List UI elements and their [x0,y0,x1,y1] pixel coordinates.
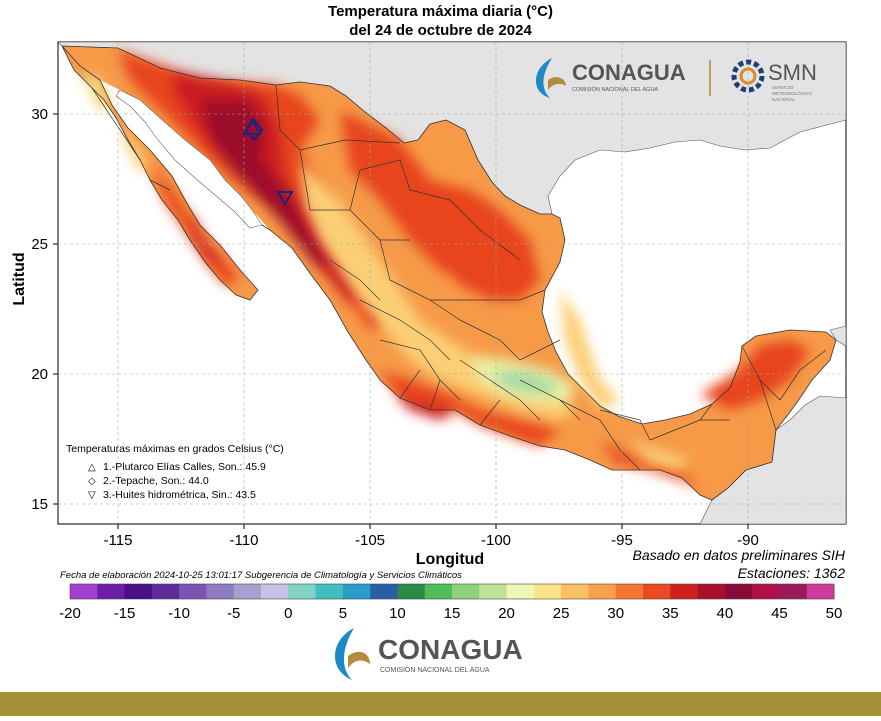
smn-subtitle-2: METEOROLÓGICO [772,90,813,96]
legend-symbol-1: △ [88,462,96,473]
x-tick-label: -95 [611,532,633,549]
legend-symbol-3: ▽ [88,490,96,501]
station-markers [242,117,294,206]
footer-line [0,716,881,721]
y-tick-label: 15 [31,496,48,513]
tick-marks [53,113,749,529]
legend-heading: Temperaturas máximas en grados Celsius (… [66,443,284,455]
legend-symbol-2: ◇ [88,476,96,487]
station-marker-2 [244,118,264,142]
conagua-footer-subtitle: COMISIÓN NACIONAL DEL AGUA [380,665,490,674]
map-title-line1: Temperatura máxima diaria (°C) [328,3,553,20]
station-marker-3 [276,191,294,206]
conagua-footer-logo: CONAGUA COMISIÓN NACIONAL DEL AGUA [334,628,523,680]
smn-logo-icon [731,59,765,93]
baja-coastline [61,45,259,301]
hot-zones [118,50,810,490]
legend-item-3: 3.-Huites hidrométrica, Sin.: 43.5 [103,489,256,501]
smn-subtitle-3: NACIONAL [772,97,796,102]
smn-subtitle-1: SERVICIO [772,85,794,90]
footer-bar [0,692,881,716]
conagua-subtitle: COMISIÓN NACIONAL DEL AGUA [572,86,658,93]
conagua-logo-icon [535,58,552,98]
x-tick-label: -100 [481,532,511,549]
y-tick-label: 30 [31,106,48,123]
gulf-of-california [115,89,263,229]
map-legend: Temperaturas máximas en grados Celsius (… [66,443,284,501]
conagua-footer-name: CONAGUA [378,634,523,665]
y-tick-label: 25 [31,236,48,253]
smn-name: SMN [768,60,817,85]
gridlines [58,42,846,524]
state-boundaries [91,84,827,471]
elaboration-date: Fecha de elaboración 2024-10-25 13:01:17… [60,570,462,581]
conagua-name: CONAGUA [572,60,686,85]
x-axis-label: Longitud [415,551,485,568]
x-tick-label: -115 [104,532,133,549]
map-title-line2: del 24 de octubre de 2024 [349,22,532,39]
legend-item-1: 1.-Plutarco Elías Calles, Son.: 45.9 [103,461,266,473]
x-tick-label: -105 [355,532,385,549]
y-axis-label: Latitud [11,252,28,306]
x-tick-label: -90 [737,532,759,549]
conagua-drop-icon [334,628,354,680]
data-source-note: Basado en datos preliminares SIH [632,547,845,563]
legend-item-2: 2.-Tepache, Son.: 44.0 [103,475,209,487]
cuba-land [829,325,846,347]
mexico-coastline [61,45,837,501]
stations-count: Estaciones: 1362 [737,565,845,581]
y-tick-label: 20 [31,366,48,383]
x-tick-label: -110 [230,532,259,549]
header-logos: CONAGUA COMISIÓN NACIONAL DEL AGUA SMN S… [535,58,817,102]
